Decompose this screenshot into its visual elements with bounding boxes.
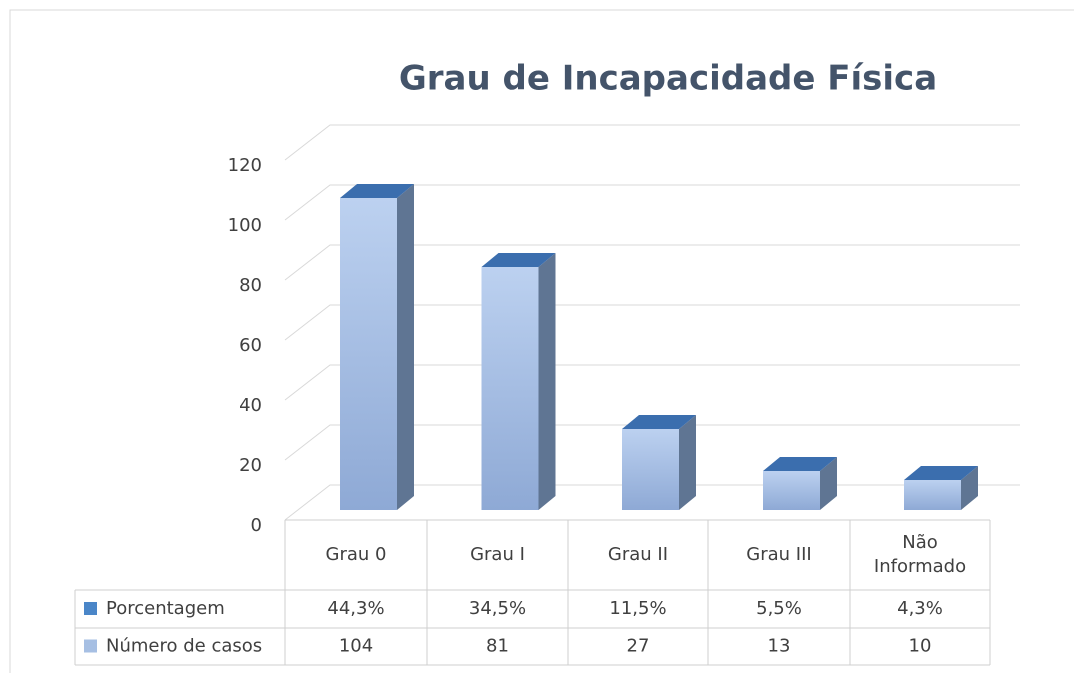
table-value: 13 [768,636,791,657]
category-label: Grau I [470,544,525,565]
table-value: 27 [627,636,650,657]
table-value: 104 [339,636,373,657]
table-value: 5,5% [756,598,802,619]
y-tick-label: 0 [251,515,262,536]
table-value: 4,3% [897,598,943,619]
bar-side [820,457,837,510]
bar-top [763,457,837,471]
legend-label: Porcentagem [106,598,225,619]
grid-line [284,124,1020,161]
table-value: 81 [486,636,509,657]
grid-line [284,184,1020,221]
bar-side [397,184,414,510]
grid-line [284,364,1020,401]
table-value: 10 [909,636,932,657]
y-tick-label: 120 [228,155,262,176]
table-value: 34,5% [469,598,526,619]
bar-top [340,184,414,198]
bar [763,471,820,510]
category-label: Grau II [607,544,669,565]
table-value: 11,5% [609,598,666,619]
category-label: Não Informado [873,532,967,577]
bar [481,267,539,510]
y-tick-label: 60 [239,335,262,356]
bar-top [904,466,978,480]
bar [904,480,961,510]
grid-line [284,244,1020,281]
bar-top [481,253,556,267]
y-tick-label: 40 [239,395,262,416]
y-tick-label: 20 [239,455,262,476]
bar-top [622,415,696,429]
legend-swatch [84,602,97,615]
bar-side [538,253,556,510]
legend-label: Número de casos [106,636,262,657]
bar [622,429,679,510]
bar [340,198,397,510]
y-tick-label: 100 [228,215,262,236]
category-label: Grau 0 [325,544,387,565]
grid-line [284,424,1020,461]
table-value: 44,3% [327,598,384,619]
grid-line [284,304,1020,341]
frame [9,9,1074,673]
y-tick-label: 80 [239,275,262,296]
bar-side [961,466,978,510]
category-label: Grau III [746,544,812,565]
legend-swatch [84,639,97,653]
chart-title: Grau de Incapacidade Física [399,59,937,99]
bar-side [679,415,696,510]
